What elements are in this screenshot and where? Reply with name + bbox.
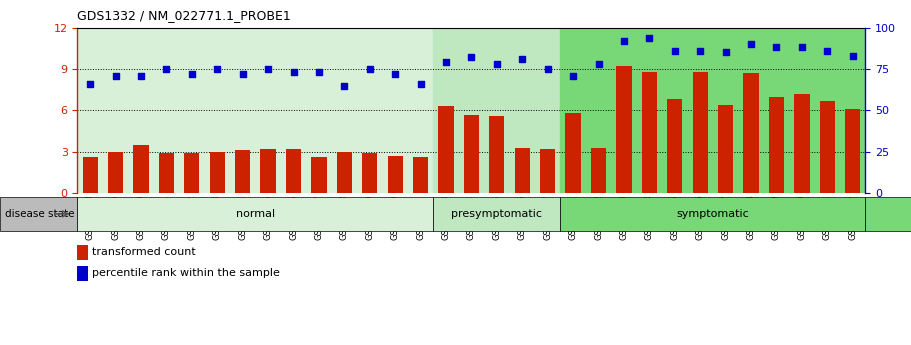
Point (845, 53, 860, 59)
Point (388, 71, 403, 77)
Point (591, 61, 606, 67)
Point (185, 71, 200, 77)
Bar (261, 149, 276, 193)
Bar (769, 97, 784, 193)
Bar (667, 99, 682, 193)
Point (719, 50, 733, 55)
Bar (591, 148, 606, 193)
Point (210, 66, 224, 72)
Point (794, 45, 809, 50)
Bar (235, 150, 251, 193)
Text: transformed count: transformed count (92, 247, 196, 257)
Point (464, 55, 478, 60)
Bar (337, 152, 352, 193)
Bar (77, 28, 434, 193)
Point (439, 60, 454, 65)
Bar (210, 152, 225, 193)
Bar (434, 28, 560, 193)
Text: symptomatic: symptomatic (677, 209, 750, 219)
Point (83, 81, 97, 87)
Text: presymptomatic: presymptomatic (451, 209, 542, 219)
Point (668, 48, 682, 53)
Point (312, 70, 326, 75)
Point (159, 66, 174, 72)
Point (693, 48, 708, 53)
Point (108, 73, 123, 78)
Bar (286, 149, 302, 193)
Bar (107, 152, 123, 193)
Point (769, 45, 783, 50)
Bar (438, 106, 454, 193)
Bar (820, 101, 835, 193)
Point (363, 66, 377, 72)
Text: percentile rank within the sample: percentile rank within the sample (92, 268, 280, 277)
Point (820, 48, 834, 53)
Bar (560, 28, 865, 193)
Point (617, 38, 631, 43)
Point (337, 83, 352, 88)
Bar (566, 113, 580, 193)
Text: GDS1332 / NM_022771.1_PROBE1: GDS1332 / NM_022771.1_PROBE1 (77, 9, 292, 22)
Bar (159, 153, 174, 193)
Bar (184, 153, 200, 193)
Text: disease state: disease state (5, 209, 74, 219)
Bar (617, 66, 631, 193)
Bar (363, 153, 377, 193)
Bar (641, 72, 657, 193)
Bar (794, 94, 810, 193)
Point (566, 73, 580, 78)
Bar (692, 72, 708, 193)
Bar (743, 73, 759, 193)
Bar (515, 148, 530, 193)
Point (414, 81, 428, 87)
Bar (83, 157, 97, 193)
Bar (413, 157, 428, 193)
Point (489, 61, 504, 67)
Point (642, 35, 657, 40)
Point (515, 56, 529, 62)
Bar (387, 156, 403, 193)
Bar (464, 115, 479, 193)
Point (261, 66, 275, 72)
Bar (718, 105, 733, 193)
Bar (540, 149, 556, 193)
Point (134, 73, 148, 78)
Point (540, 66, 555, 72)
Point (235, 71, 250, 77)
Bar (133, 145, 148, 193)
Bar (845, 109, 860, 193)
Point (743, 41, 758, 47)
Bar (489, 116, 505, 193)
Point (286, 70, 301, 75)
Bar (312, 157, 326, 193)
Text: normal: normal (236, 209, 275, 219)
